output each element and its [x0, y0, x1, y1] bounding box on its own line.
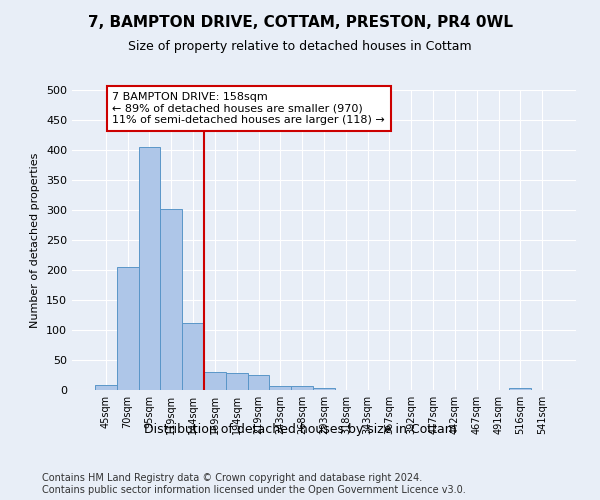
Bar	[313, 388, 335, 390]
Bar	[226, 373, 248, 390]
Bar	[269, 386, 291, 390]
Bar	[509, 388, 531, 390]
Text: Size of property relative to detached houses in Cottam: Size of property relative to detached ho…	[128, 40, 472, 53]
Bar	[204, 372, 226, 390]
Text: Contains HM Land Registry data © Crown copyright and database right 2024.
Contai: Contains HM Land Registry data © Crown c…	[42, 474, 466, 495]
Bar	[139, 147, 160, 390]
Y-axis label: Number of detached properties: Number of detached properties	[31, 152, 40, 328]
Text: 7, BAMPTON DRIVE, COTTAM, PRESTON, PR4 0WL: 7, BAMPTON DRIVE, COTTAM, PRESTON, PR4 0…	[88, 15, 512, 30]
Bar	[160, 209, 182, 390]
Bar	[95, 385, 117, 390]
Bar	[248, 375, 269, 390]
Bar	[291, 386, 313, 390]
Text: 7 BAMPTON DRIVE: 158sqm
← 89% of detached houses are smaller (970)
11% of semi-d: 7 BAMPTON DRIVE: 158sqm ← 89% of detache…	[112, 92, 385, 125]
Bar	[182, 324, 204, 390]
Text: Distribution of detached houses by size in Cottam: Distribution of detached houses by size …	[143, 422, 457, 436]
Bar	[117, 267, 139, 390]
